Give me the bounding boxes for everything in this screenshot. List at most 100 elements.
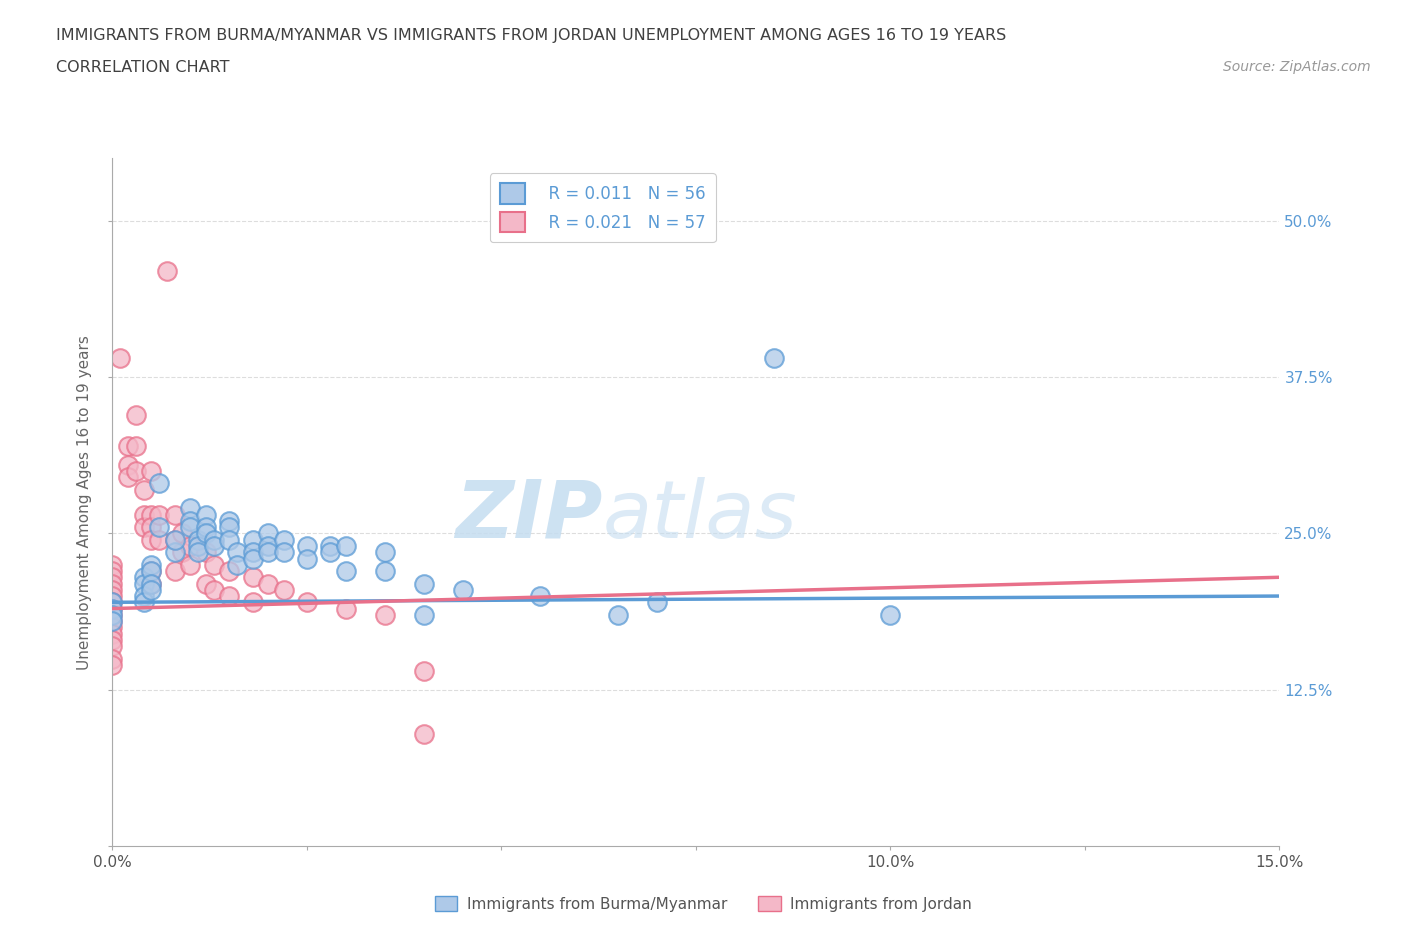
Point — [132, 589, 155, 604]
Point — [156, 263, 179, 278]
Point — [179, 538, 201, 553]
Point — [141, 463, 163, 478]
Point — [101, 564, 124, 578]
Text: Source: ZipAtlas.com: Source: ZipAtlas.com — [1223, 60, 1371, 74]
Point — [141, 532, 163, 547]
Point — [607, 607, 630, 622]
Point — [101, 614, 124, 629]
Point — [141, 564, 163, 578]
Point — [295, 538, 318, 553]
Point — [101, 607, 124, 622]
Point — [163, 545, 186, 560]
Point — [101, 651, 124, 666]
Point — [242, 545, 264, 560]
Point — [257, 538, 280, 553]
Point — [879, 607, 901, 622]
Point — [179, 513, 201, 528]
Point — [101, 595, 124, 610]
Point — [762, 351, 785, 365]
Point — [179, 520, 201, 535]
Point — [101, 582, 124, 597]
Point — [101, 601, 124, 616]
Point — [132, 520, 155, 535]
Point — [179, 501, 201, 516]
Point — [273, 582, 295, 597]
Point — [101, 632, 124, 647]
Point — [412, 726, 434, 741]
Point — [125, 438, 148, 453]
Point — [148, 520, 170, 535]
Point — [172, 526, 194, 541]
Y-axis label: Unemployment Among Ages 16 to 19 years: Unemployment Among Ages 16 to 19 years — [77, 335, 93, 670]
Point — [101, 607, 124, 622]
Point — [141, 576, 163, 591]
Point — [451, 582, 474, 597]
Point — [132, 570, 155, 585]
Point — [335, 564, 357, 578]
Point — [187, 532, 209, 547]
Point — [179, 557, 201, 572]
Point — [141, 520, 163, 535]
Point — [125, 463, 148, 478]
Text: ZIP: ZIP — [456, 477, 603, 555]
Point — [101, 576, 124, 591]
Point — [110, 351, 132, 365]
Point — [172, 545, 194, 560]
Point — [645, 595, 668, 610]
Point — [218, 564, 240, 578]
Point — [194, 507, 217, 522]
Point — [374, 545, 396, 560]
Point — [218, 520, 240, 535]
Point — [226, 545, 249, 560]
Point — [101, 589, 124, 604]
Text: CORRELATION CHART: CORRELATION CHART — [56, 60, 229, 75]
Point — [218, 589, 240, 604]
Point — [101, 601, 124, 616]
Point — [273, 532, 295, 547]
Point — [218, 532, 240, 547]
Text: IMMIGRANTS FROM BURMA/MYANMAR VS IMMIGRANTS FROM JORDAN UNEMPLOYMENT AMONG AGES : IMMIGRANTS FROM BURMA/MYANMAR VS IMMIGRA… — [56, 28, 1007, 43]
Text: atlas: atlas — [603, 477, 797, 555]
Point — [257, 526, 280, 541]
Point — [194, 576, 217, 591]
Point — [374, 564, 396, 578]
Point — [117, 458, 139, 472]
Point — [202, 532, 225, 547]
Point — [101, 570, 124, 585]
Point — [117, 470, 139, 485]
Point — [141, 557, 163, 572]
Point — [202, 582, 225, 597]
Point — [187, 545, 209, 560]
Point — [319, 545, 342, 560]
Legend: Immigrants from Burma/Myanmar, Immigrants from Jordan: Immigrants from Burma/Myanmar, Immigrant… — [429, 889, 977, 918]
Point — [101, 557, 124, 572]
Point — [163, 507, 186, 522]
Point — [148, 476, 170, 491]
Point — [132, 507, 155, 522]
Point — [125, 407, 148, 422]
Point — [257, 576, 280, 591]
Point — [295, 551, 318, 566]
Point — [132, 483, 155, 498]
Point — [141, 507, 163, 522]
Legend:   R = 0.011   N = 56,   R = 0.021   N = 57: R = 0.011 N = 56, R = 0.021 N = 57 — [489, 173, 716, 243]
Point — [132, 576, 155, 591]
Point — [335, 538, 357, 553]
Point — [101, 614, 124, 629]
Point — [273, 545, 295, 560]
Point — [141, 576, 163, 591]
Point — [141, 582, 163, 597]
Point — [295, 595, 318, 610]
Point — [194, 520, 217, 535]
Point — [101, 595, 124, 610]
Point — [412, 576, 434, 591]
Point — [412, 664, 434, 679]
Point — [132, 595, 155, 610]
Point — [242, 532, 264, 547]
Point — [412, 607, 434, 622]
Point — [335, 601, 357, 616]
Point — [194, 545, 217, 560]
Point — [141, 564, 163, 578]
Point — [242, 570, 264, 585]
Point — [374, 607, 396, 622]
